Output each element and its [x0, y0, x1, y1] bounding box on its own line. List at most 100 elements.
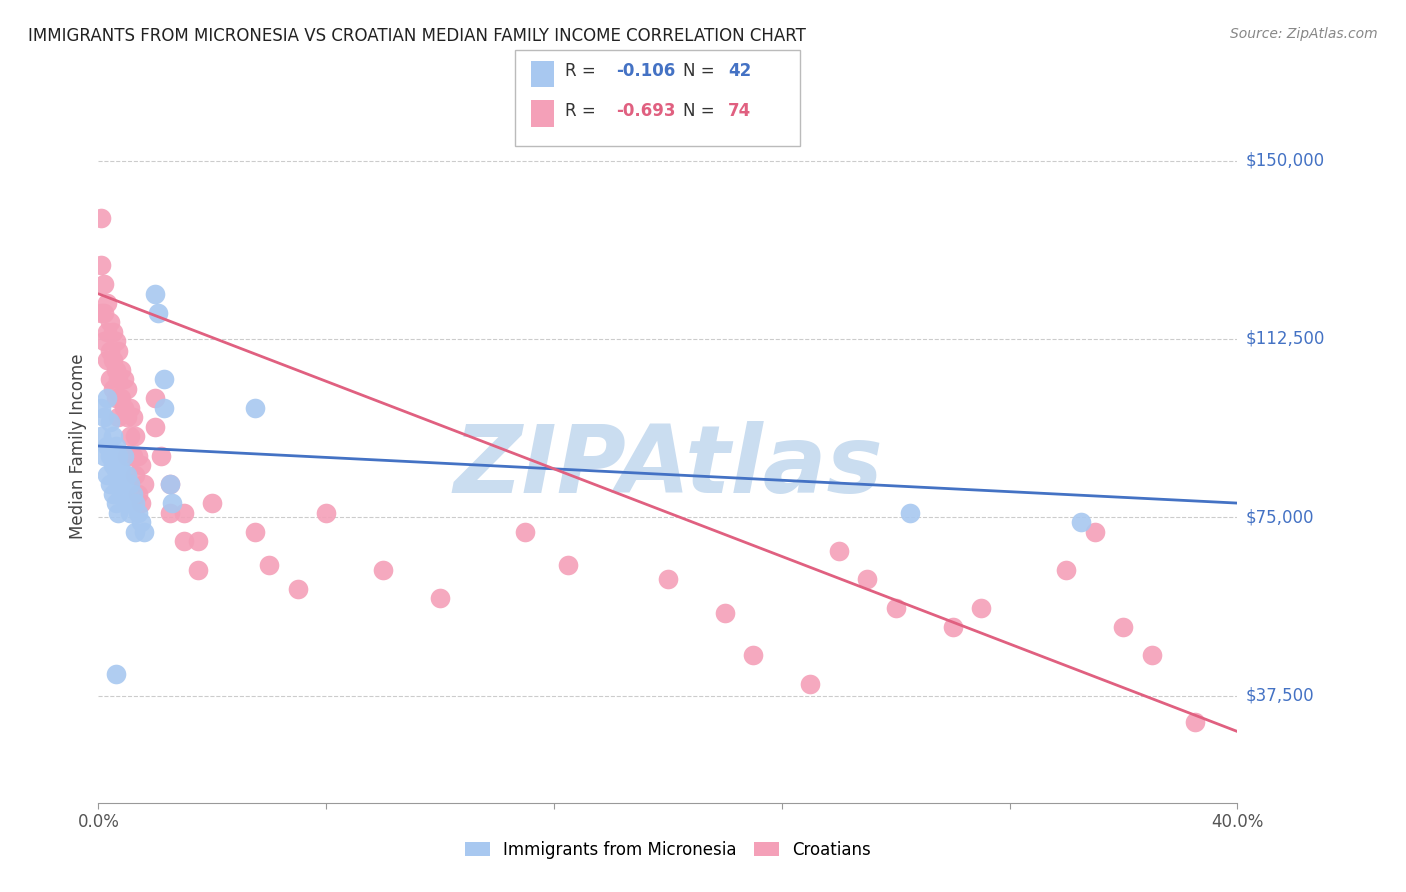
Text: 74: 74 [728, 102, 752, 120]
Text: -0.693: -0.693 [616, 102, 675, 120]
Text: $112,500: $112,500 [1246, 330, 1326, 348]
Point [148, 306, 170, 320]
Point [112, 401, 135, 415]
Point [315, 506, 337, 520]
Point [124, 467, 146, 482]
Point [96, 353, 118, 368]
Point [104, 439, 127, 453]
Point [107, 343, 129, 358]
Point [515, 524, 537, 539]
Point [96, 325, 118, 339]
Point [118, 477, 141, 491]
Point [127, 449, 149, 463]
Point [259, 558, 281, 572]
Point [429, 591, 451, 606]
Point [187, 534, 209, 549]
Point [110, 392, 132, 406]
Point [98, 477, 121, 491]
Point [115, 496, 138, 510]
Point [90, 429, 112, 443]
Point [104, 667, 127, 681]
Point [96, 392, 118, 406]
Point [93, 334, 115, 349]
Text: $150,000: $150,000 [1246, 152, 1324, 169]
Text: IMMIGRANTS FROM MICRONESIA VS CROATIAN MEDIAN FAMILY INCOME CORRELATION CHART: IMMIGRANTS FROM MICRONESIA VS CROATIAN M… [28, 27, 806, 45]
Point [129, 458, 152, 472]
Point [112, 477, 135, 491]
Legend: Immigrants from Micronesia, Croatians: Immigrants from Micronesia, Croatians [465, 840, 870, 859]
Y-axis label: Median Family Income: Median Family Income [69, 353, 87, 539]
Point [90, 401, 112, 415]
Point [742, 648, 765, 663]
Text: N =: N = [683, 102, 714, 120]
Point [93, 277, 115, 292]
Point [101, 325, 124, 339]
Point [107, 449, 129, 463]
Point [101, 429, 124, 443]
Text: R =: R = [565, 102, 596, 120]
Point [127, 486, 149, 500]
Point [115, 410, 138, 425]
Point [201, 496, 224, 510]
Point [129, 496, 152, 510]
Point [110, 486, 132, 500]
Point [145, 286, 167, 301]
Point [1140, 648, 1163, 663]
Point [159, 477, 181, 491]
Point [118, 401, 141, 415]
Point [124, 496, 146, 510]
Point [90, 306, 112, 320]
Point [98, 343, 121, 358]
Point [132, 477, 155, 491]
Point [1070, 515, 1092, 529]
Point [104, 463, 127, 477]
Point [118, 429, 141, 443]
Point [129, 515, 152, 529]
Point [942, 620, 965, 634]
Point [101, 486, 124, 500]
Point [96, 296, 118, 310]
Point [98, 372, 121, 386]
Text: 42: 42 [728, 62, 752, 80]
Point [173, 506, 195, 520]
Text: $37,500: $37,500 [1246, 687, 1315, 705]
Point [112, 449, 135, 463]
Point [150, 449, 173, 463]
Point [115, 467, 138, 482]
Point [1112, 620, 1135, 634]
Point [101, 353, 124, 368]
Point [657, 572, 679, 586]
Point [118, 506, 141, 520]
Point [373, 563, 395, 577]
Point [98, 415, 121, 429]
Point [101, 382, 124, 396]
Point [243, 401, 266, 415]
Point [104, 334, 127, 349]
Point [145, 420, 167, 434]
Point [898, 506, 921, 520]
Text: -0.106: -0.106 [616, 62, 675, 80]
Point [121, 486, 143, 500]
Point [90, 258, 112, 272]
Point [970, 600, 993, 615]
Point [1184, 714, 1206, 729]
Point [110, 363, 132, 377]
Point [287, 582, 309, 596]
Point [104, 363, 127, 377]
Point [856, 572, 879, 586]
Point [799, 677, 821, 691]
Text: R =: R = [565, 62, 596, 80]
Point [159, 506, 181, 520]
Point [145, 392, 167, 406]
Point [104, 392, 127, 406]
Point [93, 306, 115, 320]
Point [127, 506, 149, 520]
Text: N =: N = [683, 62, 714, 80]
Point [93, 449, 115, 463]
Point [107, 477, 129, 491]
Point [1084, 524, 1107, 539]
Point [714, 606, 737, 620]
Point [98, 315, 121, 329]
Point [110, 463, 132, 477]
Point [93, 410, 115, 425]
